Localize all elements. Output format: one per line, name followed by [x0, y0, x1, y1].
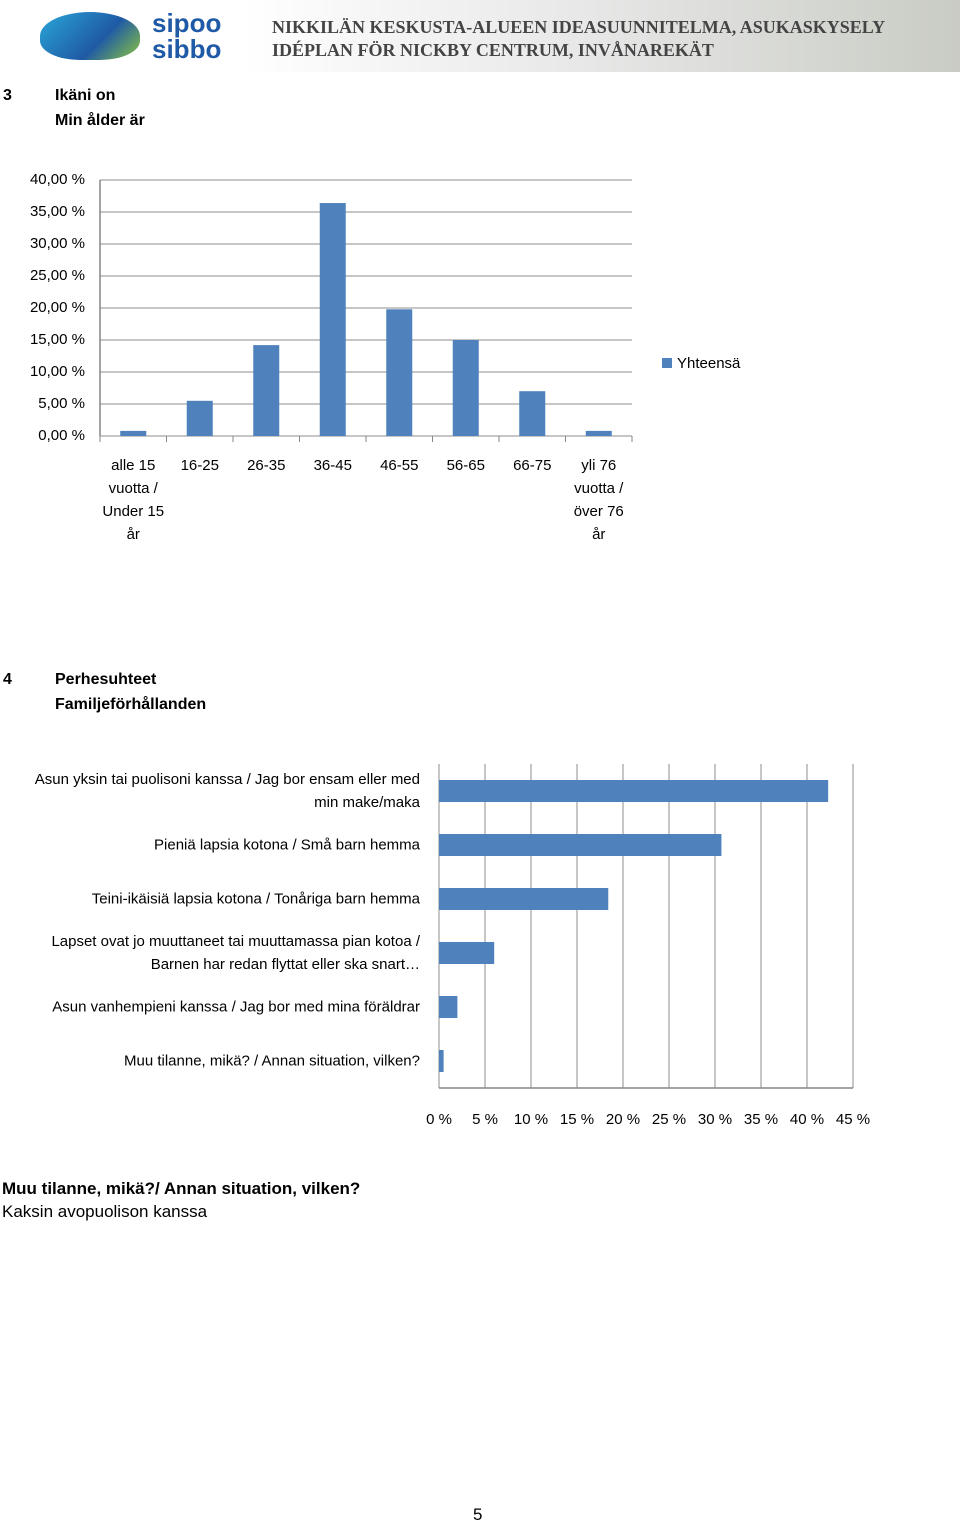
x-tick-label: 35 %: [744, 1111, 778, 1128]
x-tick-label: 66-75: [513, 457, 552, 474]
x-tick-label: 36-45: [313, 457, 352, 474]
x-tick-label: 26-35: [247, 457, 286, 474]
x-tick-label: 16-25: [180, 457, 219, 474]
logo-mark: [40, 12, 140, 60]
y-tick-label: 30,00 %: [30, 235, 85, 252]
x-tick-label: 25 %: [652, 1111, 686, 1128]
page-number: 5: [473, 1505, 483, 1522]
header-band: [0, 0, 960, 72]
bar: [186, 400, 213, 436]
bar: [439, 780, 829, 802]
header-title: NIKKILÄN KESKUSTA-ALUEEN IDEASUUNNITELMA…: [272, 17, 886, 37]
section-title: Perhesuhteet: [55, 671, 157, 688]
y-tick-label: 10,00 %: [30, 363, 85, 380]
bar: [120, 430, 147, 436]
note-text: Kaksin avopuolison kanssa: [2, 1202, 208, 1221]
x-tick-label: 40 %: [790, 1111, 824, 1128]
section-number: 4: [3, 671, 12, 688]
x-tick-label: 56-65: [446, 457, 485, 474]
y-tick-label: 15,00 %: [30, 331, 85, 348]
bar: [439, 888, 609, 910]
section-number: 3: [3, 87, 12, 104]
x-tick-label: 45 %: [836, 1111, 870, 1128]
y-tick-label: 0,00 %: [38, 427, 85, 444]
section-title: Familjeförhållanden: [55, 696, 207, 713]
y-tick-label: 5,00 %: [38, 395, 85, 412]
bar: [439, 996, 458, 1018]
x-tick-label: 30 %: [698, 1111, 732, 1128]
x-tick-label: 46-55: [380, 457, 419, 474]
bar: [386, 309, 413, 436]
y-tick-label: Teini-ikäisiä lapsia kotona / Tonåriga b…: [91, 890, 420, 908]
x-tick-label: alle 15 vuotta / Under 15 år: [102, 457, 165, 543]
x-tick-label: 0 %: [426, 1111, 452, 1128]
header-title: IDÉPLAN FÖR NICKBY CENTRUM, INVÅNAREKÄT: [272, 40, 714, 60]
logo-text: sibbo: [152, 34, 222, 64]
y-tick-label: 40,00 %: [30, 171, 85, 188]
y-tick-label: 35,00 %: [30, 203, 85, 220]
y-tick-label: Muu tilanne, mikä? / Annan situation, vi…: [123, 1052, 420, 1070]
bar: [519, 391, 546, 436]
y-tick-label: Pieniä lapsia kotona / Små barn hemma: [154, 836, 420, 854]
bar: [439, 834, 722, 856]
note-title: Muu tilanne, mikä?/ Annan situation, vil…: [2, 1179, 361, 1198]
legend-swatch: [662, 358, 672, 368]
bar: [452, 340, 479, 436]
x-tick-label: yli 76 vuotta / över 76 år: [573, 457, 624, 543]
y-tick-label: 25,00 %: [30, 267, 85, 284]
y-tick-label: Asun vanhempieni kanssa / Jag bor med mi…: [52, 998, 420, 1016]
bar: [439, 942, 495, 964]
bar: [253, 345, 280, 436]
bar: [585, 430, 612, 436]
x-tick-label: 10 %: [514, 1111, 548, 1128]
x-tick-label: 5 %: [472, 1111, 498, 1128]
y-tick-label: Lapset ovat jo muuttaneet tai muuttamass…: [51, 933, 420, 973]
x-tick-label: 15 %: [560, 1111, 594, 1128]
logo-text: sipoo: [152, 8, 222, 38]
x-tick-label: 20 %: [606, 1111, 640, 1128]
legend-label: Yhteensä: [677, 355, 741, 372]
y-tick-label: Asun yksin tai puolisoni kanssa / Jag bo…: [34, 771, 420, 811]
bar: [439, 1050, 444, 1072]
section-title: Min ålder är: [55, 112, 145, 129]
y-tick-label: 20,00 %: [30, 299, 85, 316]
bar: [319, 203, 346, 436]
section-title: Ikäni on: [55, 87, 116, 104]
